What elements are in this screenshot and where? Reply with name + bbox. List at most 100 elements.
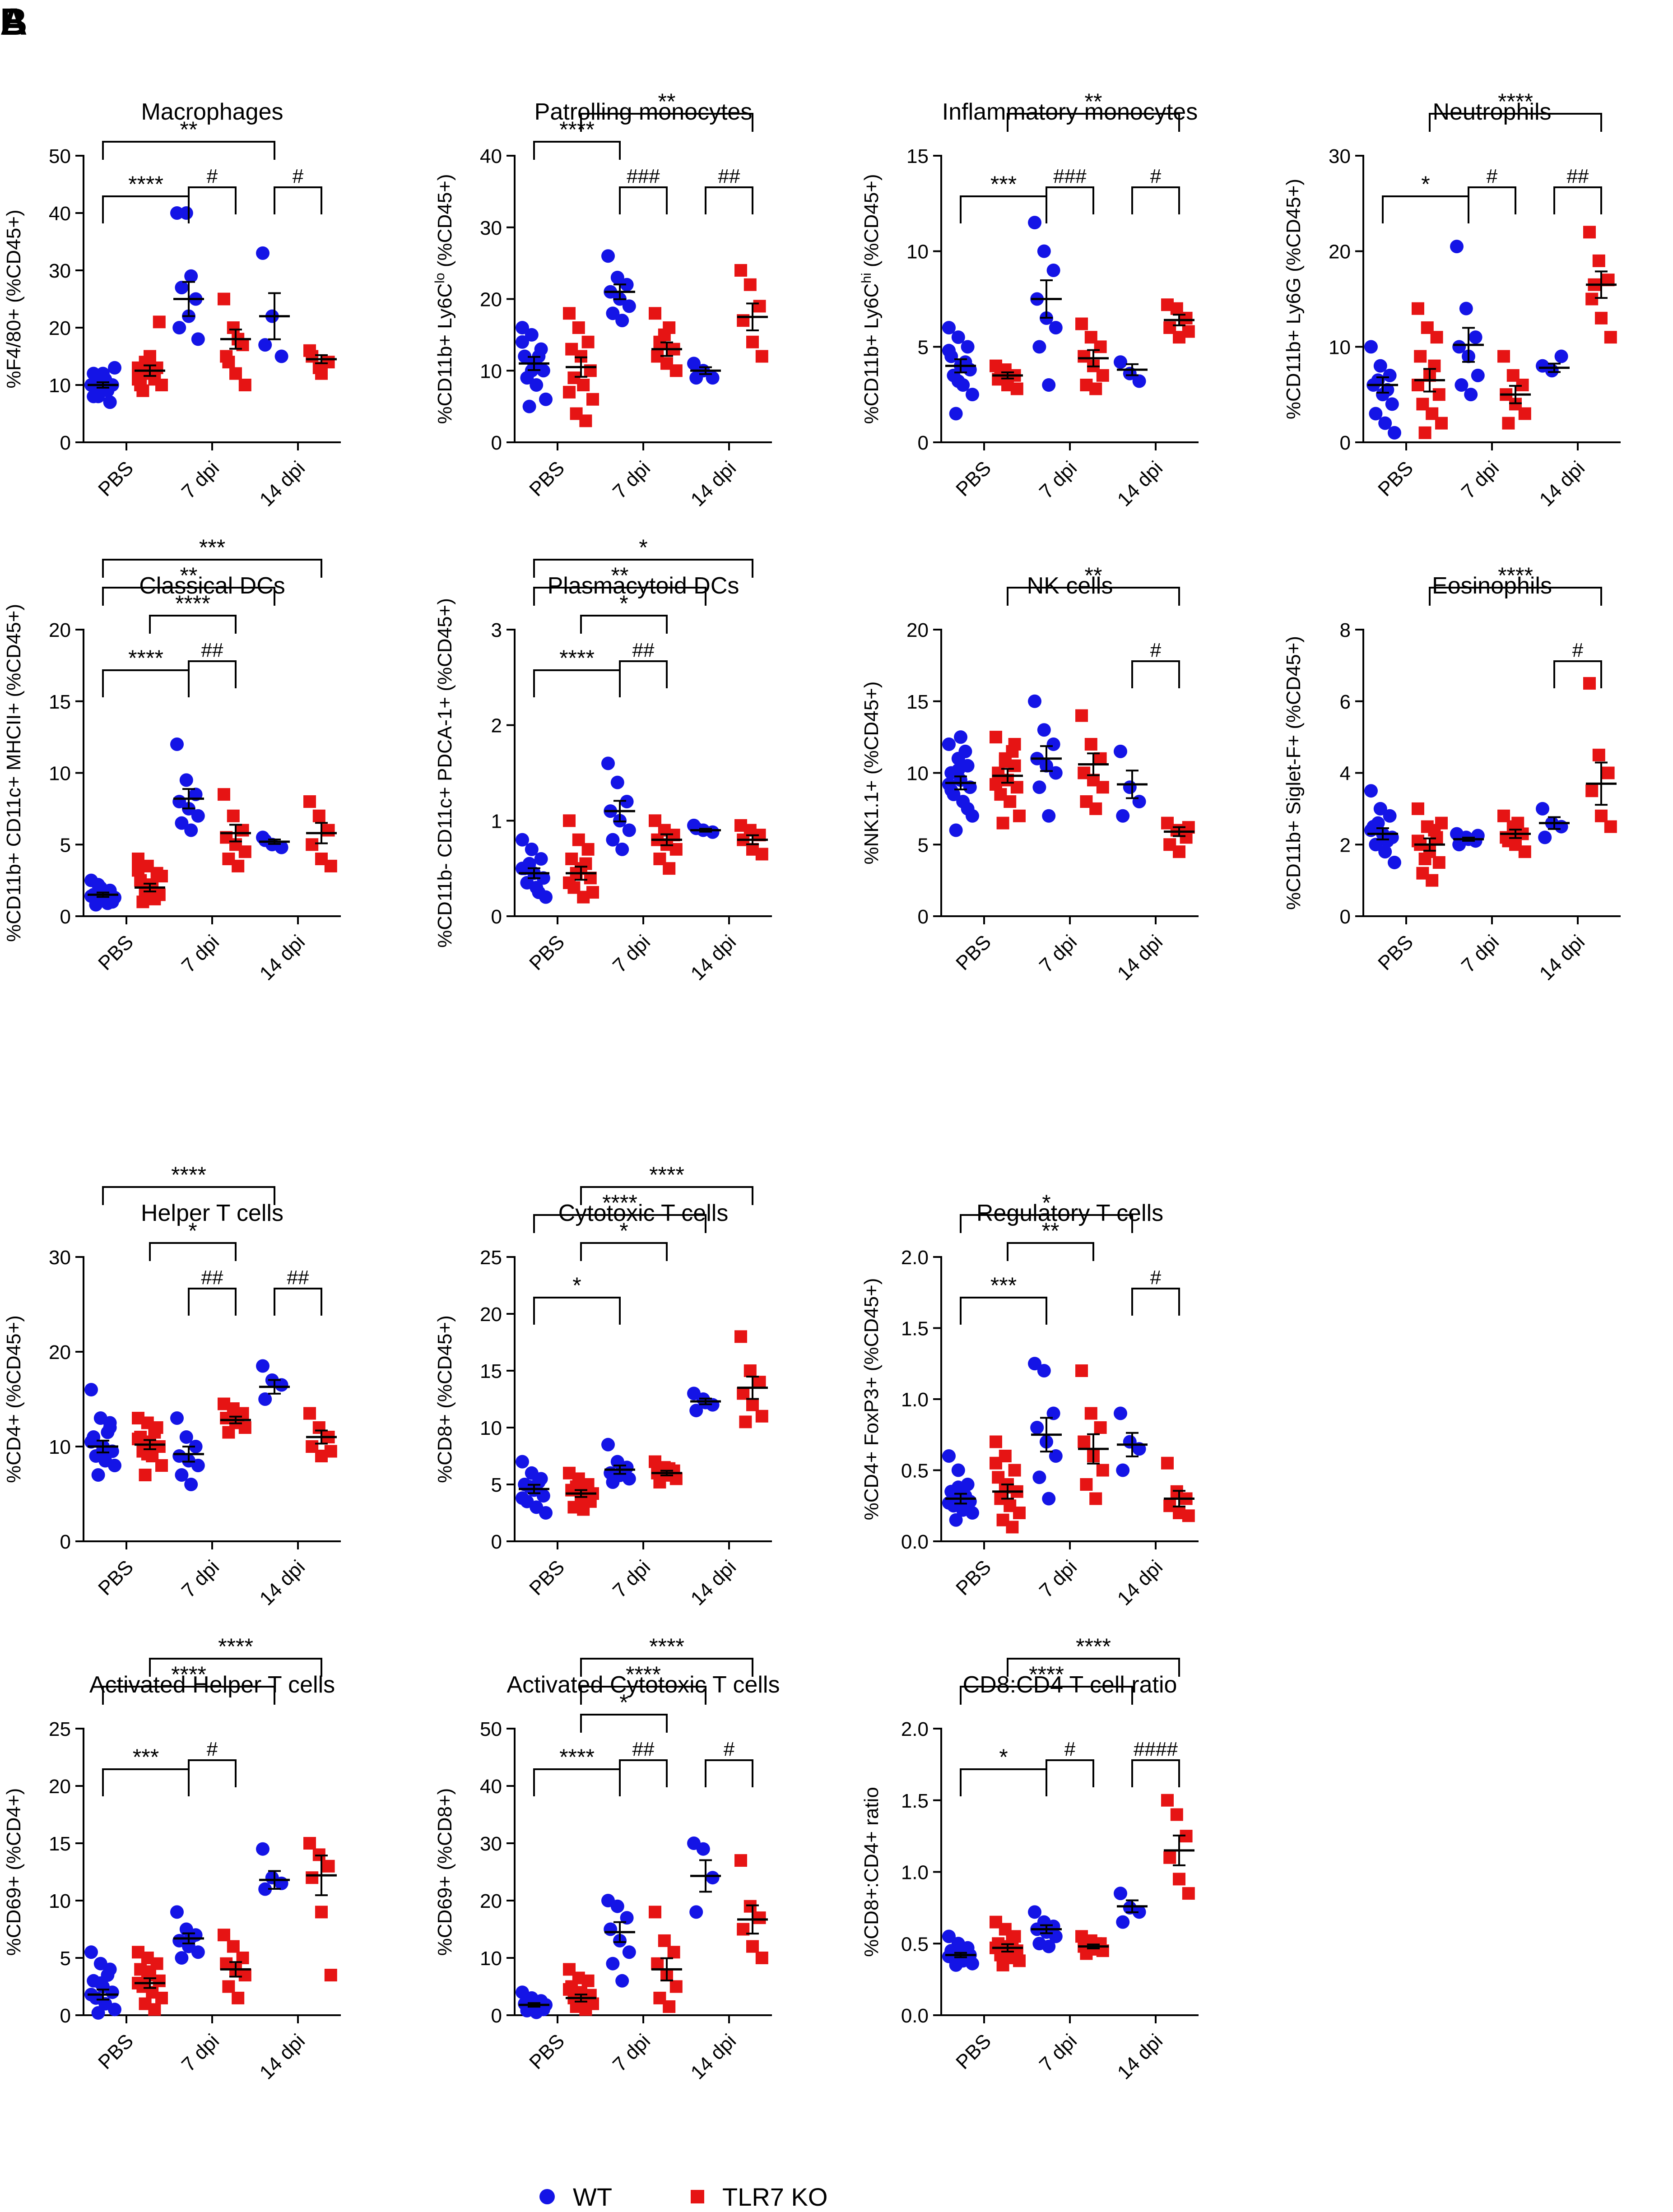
wt-point [1116,1915,1130,1929]
significance-bracket [580,1186,753,1205]
y-tick-label: 6 [1340,691,1351,713]
wt-point [949,407,963,421]
wt-point [516,335,529,349]
wt-point [610,1899,624,1913]
significance-bracket [274,1288,322,1316]
y-axis-label: %CD11b+ Ly6Chi (%CD45+) [859,174,883,424]
y-axis-label: %CD11b+ Ly6Clo (%CD45+) [432,174,456,424]
significance-bracket [1007,113,1180,132]
significance-bracket [1131,186,1180,214]
y-tick-label: 10 [49,375,71,397]
y-tick-label: 1.5 [901,1318,929,1340]
y-tick-label: 10 [49,763,71,785]
y-tick-label: 0 [60,2005,71,2027]
y-tick-label: 30 [49,260,71,282]
ko-point [1592,748,1605,761]
significance-label: # [1064,1738,1076,1760]
wt-point [615,1974,629,1988]
wt-point [1049,1449,1063,1463]
chart-inflammatory: Inflammatory monocytes %CD11b+ Ly6Chi (%C… [859,89,1199,511]
wt-point [516,862,529,876]
x-tick-label: 7 dpi [177,1556,223,1602]
x-tick-label: 14 dpi [687,931,740,984]
wt-point [179,206,193,220]
ko-point [996,816,1009,830]
wt-point [1388,426,1401,440]
wt-point [191,809,205,823]
ko-point [658,1934,671,1947]
significance-label: ## [201,1266,223,1289]
wt-point [274,1378,288,1392]
wt-point [942,1929,956,1943]
wt-point [610,775,624,789]
significance-label: ## [632,639,655,661]
significance-bracket [705,186,753,214]
wt-point [1042,809,1056,823]
ko-point [996,1958,1009,1971]
legend-wt-label: WT [573,2182,613,2211]
y-tick-label: 4 [1340,763,1351,785]
ko-point [148,892,161,905]
y-tick-label: 1.5 [901,1790,929,1812]
significance-label: **** [1029,1662,1064,1687]
wt-point [951,330,965,344]
significance-label: ## [1567,165,1589,187]
wt-point [184,823,198,837]
ko-point [1604,331,1617,344]
significance-label: # [1150,165,1162,187]
ko-point [577,379,590,391]
ko-point [1602,766,1615,779]
x-tick-label: 7 dpi [177,931,223,977]
y-axis-label: %CD4+ (%CD45+) [3,1315,25,1483]
y-tick-label: 1.0 [901,1389,929,1411]
significance-label: * [619,1218,628,1243]
significance-label: **** [602,1190,637,1215]
ko-point [579,2003,592,2016]
wt-point [615,314,629,328]
wt-point [1116,809,1130,823]
wt-point [103,395,117,409]
significance-label: *** [199,535,225,560]
wt-point [1114,744,1127,758]
y-axis-label: %CD11b- CD11c+ PDCA-1+ (%CD45+) [434,598,456,948]
significance-bracket [1046,186,1094,214]
ko-point [746,1940,759,1953]
wt-point [101,896,115,910]
wt-point [1037,723,1051,737]
x-tick-label: 14 dpi [256,931,309,984]
significance-label: # [1150,1266,1162,1289]
ko-point [1078,1435,1091,1448]
significance-label: * [639,535,647,560]
wt-point [1132,1905,1146,1919]
significance-label: ** [180,563,198,588]
ko-point [753,1376,766,1389]
x-tick-label: 14 dpi [687,1556,740,1609]
wt-point [258,1392,272,1406]
chart-title: Inflammatory monocytes [942,99,1198,125]
y-tick-label: 2.0 [901,1247,929,1269]
wt-point [622,1945,636,1959]
wt-point [274,349,288,363]
y-tick-label: 30 [49,1247,71,1269]
wt-point [601,249,615,263]
wt-point [1028,216,1041,230]
chart-regulatory_t: Regulatory T cells %CD4+ FoxP3+ (%CD45+) 0… [860,1190,1199,1610]
y-axis-label-main: %CD69+ (%CD4+) [3,1788,25,1956]
y-tick-label: 5 [918,834,929,856]
wt-point [536,1489,550,1503]
ko-point [755,1952,768,1964]
significance-label: # [1572,639,1584,661]
ko-point [227,321,240,334]
ko-point [1089,1492,1102,1505]
ko-point [581,335,595,348]
y-tick-label: 0.5 [901,1933,929,1955]
wt-point [1469,330,1482,344]
wt-point [191,1945,205,1959]
wt-point [1554,349,1568,363]
wt-point [689,371,703,385]
ko-point [1096,1464,1109,1477]
x-tick-label: 7 dpi [177,2030,223,2076]
y-axis-label-main: %CD8+ (%CD45+) [434,1315,456,1483]
wt-point [606,1475,620,1489]
wt-point [172,321,186,334]
